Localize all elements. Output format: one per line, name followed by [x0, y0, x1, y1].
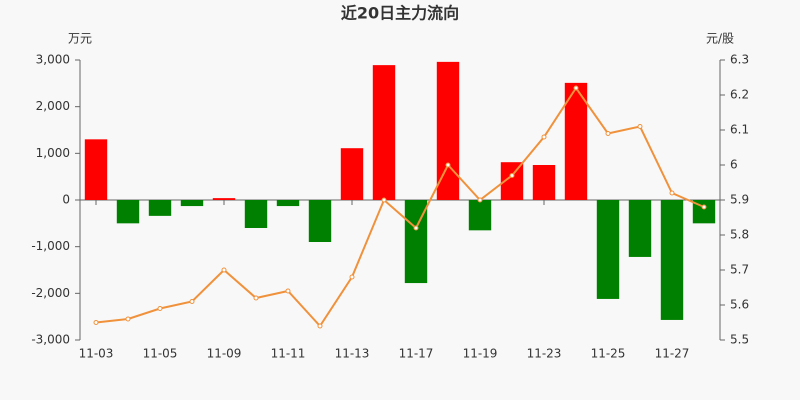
bar [532, 165, 556, 200]
y2-tick-label: 6.2 [730, 88, 749, 102]
price-point [157, 306, 163, 311]
x-tick-label: 11-11 [271, 347, 306, 361]
chart-title: 近20日主力流向 [341, 4, 459, 23]
bar [692, 200, 716, 224]
x-tick-label: 11-27 [655, 347, 690, 361]
x-tick-label: 11-17 [399, 347, 434, 361]
bar [468, 200, 492, 231]
bar [372, 65, 396, 200]
x-tick-label: 11-03 [79, 347, 114, 361]
price-point [381, 197, 387, 203]
price-point [221, 267, 227, 273]
price-point [317, 323, 323, 329]
x-tick-label: 11-23 [527, 347, 562, 361]
bar [212, 198, 236, 200]
price-point [541, 134, 547, 140]
y2-tick-label: 5.9 [730, 193, 749, 207]
y2-axis-label: 元/股 [706, 32, 734, 46]
y2-tick-label: 6 [730, 158, 738, 172]
bar [628, 200, 652, 257]
x-tick-label: 11-25 [591, 347, 626, 361]
price-point [285, 288, 291, 294]
price-point [445, 162, 451, 168]
bar [436, 61, 460, 200]
bar [180, 200, 204, 207]
y2-tick-label: 6.3 [730, 53, 749, 67]
bar [84, 139, 108, 200]
price-point [349, 274, 355, 280]
price-point [253, 295, 259, 301]
bar [404, 200, 428, 284]
price-point [93, 320, 99, 325]
y2-tick-label: 5.8 [730, 228, 749, 242]
x-tick-label: 11-13 [335, 347, 370, 361]
bar [340, 148, 364, 200]
price-point [477, 197, 483, 203]
bar [308, 200, 332, 242]
y-tick-label: 0 [62, 193, 70, 207]
y2-tick-label: 5.5 [730, 333, 749, 347]
price-point [413, 225, 419, 231]
bar [116, 200, 140, 224]
price-point [701, 204, 707, 210]
y-tick-label: 1,000 [36, 146, 70, 160]
price-point [637, 124, 643, 129]
price-point [669, 190, 675, 196]
x-tick-label: 11-19 [463, 347, 498, 361]
price-point [605, 131, 611, 136]
bar [276, 200, 300, 207]
y-tick-label: -3,000 [31, 333, 70, 347]
bar [596, 200, 620, 299]
price-point [125, 316, 131, 322]
price-point [573, 85, 579, 91]
y-tick-label: -1,000 [31, 239, 70, 253]
y-tick-label: 2,000 [36, 99, 70, 113]
y2-tick-label: 6.1 [730, 123, 749, 137]
y2-tick-label: 5.7 [730, 263, 749, 277]
price-point [509, 173, 515, 178]
y-tick-label: -2,000 [31, 286, 70, 300]
price-point [189, 299, 195, 304]
bar [148, 200, 172, 216]
bar [500, 162, 524, 200]
y-tick-label: 3,000 [36, 53, 70, 67]
bar [660, 200, 684, 320]
x-tick-label: 11-09 [207, 347, 242, 361]
bar [244, 200, 268, 228]
y2-tick-label: 5.6 [730, 298, 749, 312]
x-tick-label: 11-05 [143, 347, 178, 361]
bar [564, 82, 588, 200]
y-axis-label: 万元 [68, 32, 92, 46]
price-line [95, 86, 705, 328]
